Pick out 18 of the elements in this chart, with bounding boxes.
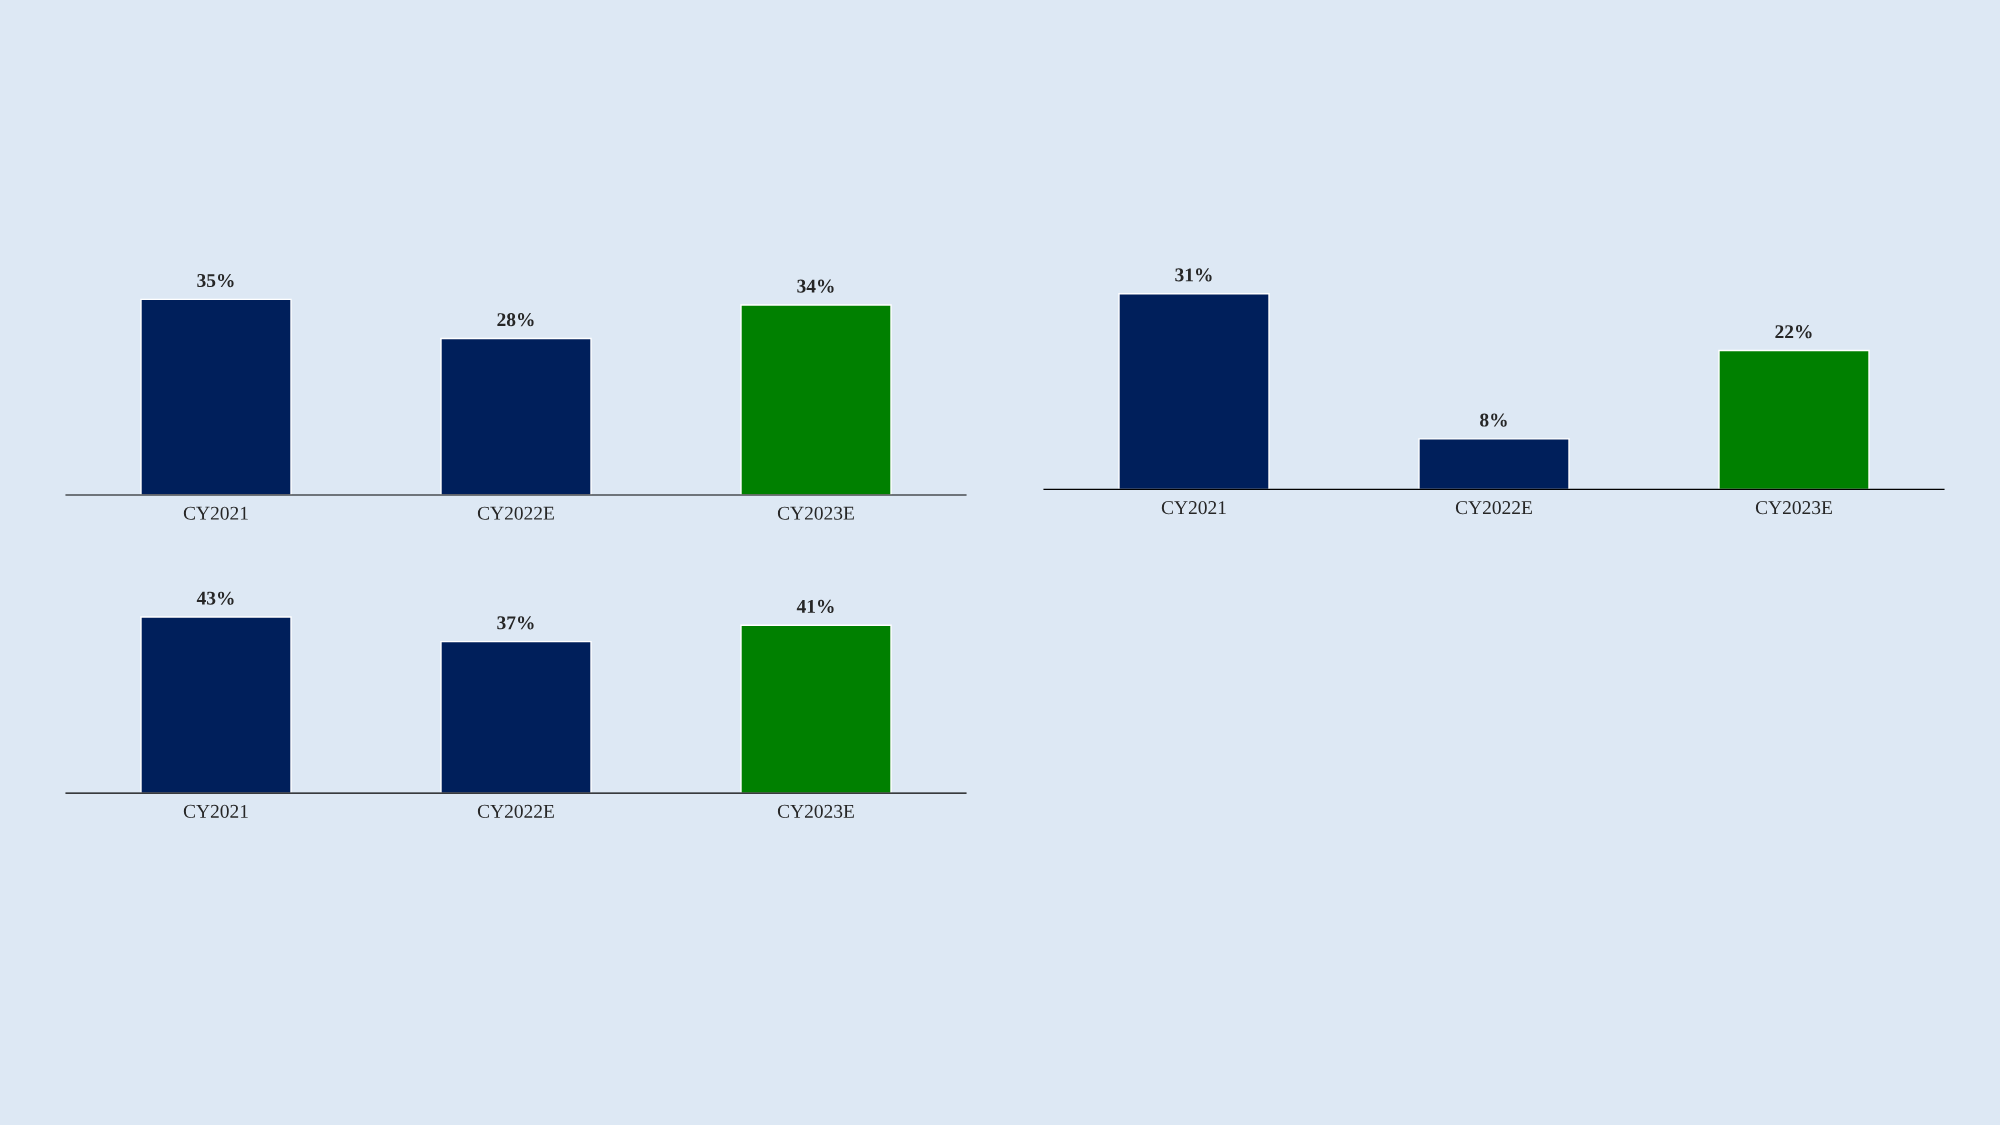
data-label: 31%: [1175, 268, 1212, 282]
data-label: 37%: [497, 616, 534, 630]
data-label: 28%: [497, 313, 534, 327]
x-tick-label: CY2023E: [777, 506, 854, 520]
x-tick-label: CY2022E: [477, 804, 554, 818]
data-label: 41%: [796, 599, 834, 614]
x-tick-label: CY2022E: [1455, 501, 1532, 515]
data-label: 8%: [1480, 413, 1507, 427]
x-tick-label: CY2021: [1161, 501, 1226, 515]
x-tick-label: CY2023E: [777, 804, 854, 818]
data-label: 35%: [197, 273, 234, 288]
x-tick-label: CY2023E: [1755, 501, 1832, 515]
data-label: 22%: [1775, 325, 1812, 339]
data-label: 34%: [797, 279, 834, 293]
data-label: 43%: [196, 591, 234, 605]
x-tick-label: CY2021: [183, 506, 248, 520]
x-tick-label: CY2021: [183, 804, 248, 818]
x-tick-label: CY2022E: [477, 506, 554, 520]
